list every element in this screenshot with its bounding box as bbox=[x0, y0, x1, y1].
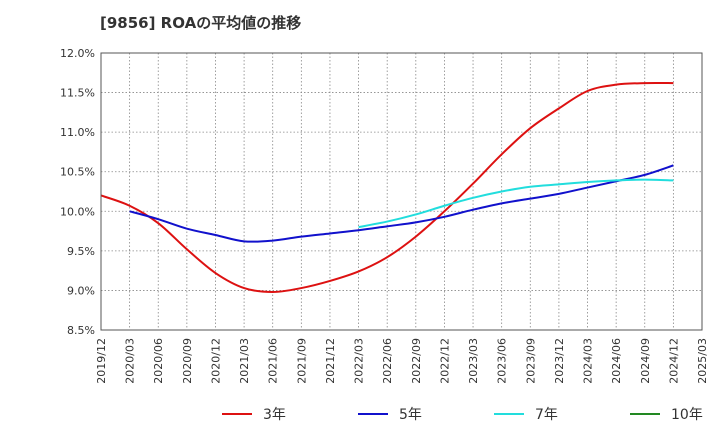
x-tick-label: 2021/03 bbox=[238, 338, 251, 384]
legend-label-3: 10年 bbox=[671, 407, 703, 423]
x-tick-label: 2020/12 bbox=[209, 338, 222, 384]
x-tick-label: 2020/09 bbox=[181, 338, 194, 384]
grid bbox=[101, 53, 702, 330]
y-tick-label: 11.0% bbox=[60, 126, 95, 139]
series-lines bbox=[100, 81, 674, 294]
legend-label-0: 3年 bbox=[263, 407, 286, 423]
x-tick-label: 2022/09 bbox=[410, 338, 423, 384]
x-tick-label: 2024/09 bbox=[639, 338, 652, 384]
x-tick-label: 2023/06 bbox=[496, 338, 509, 384]
legend-label-2: 7年 bbox=[535, 407, 558, 423]
x-tick-label: 2022/12 bbox=[438, 338, 451, 384]
x-tick-label: 2021/12 bbox=[324, 338, 337, 384]
y-tick-label: 10.0% bbox=[60, 205, 95, 218]
plot-frame bbox=[100, 52, 703, 331]
x-tick-label: 2020/03 bbox=[124, 338, 137, 384]
y-tick-label: 9.5% bbox=[67, 245, 95, 258]
y-tick-label: 11.5% bbox=[60, 87, 95, 100]
x-tick-label: 2021/06 bbox=[267, 338, 280, 384]
y-tick-label: 12.0% bbox=[60, 47, 95, 60]
x-tick-label: 2022/06 bbox=[381, 338, 394, 384]
chart-title: [9856] ROAの平均値の推移 bbox=[100, 14, 302, 32]
y-tick-label: 10.5% bbox=[60, 166, 95, 179]
x-tick-label: 2023/03 bbox=[467, 338, 480, 384]
series-line-2 bbox=[358, 178, 674, 229]
x-axis-ticks: 2019/12 2020/03 2020/06 2020/09 2020/12 2021/… bbox=[95, 338, 709, 384]
x-tick-label: 2025/03 bbox=[696, 338, 709, 384]
x-tick-label: 2020/06 bbox=[152, 338, 165, 384]
legend-label-1: 5年 bbox=[399, 407, 422, 423]
y-tick-label: 8.5% bbox=[67, 324, 95, 337]
x-tick-label: 2024/12 bbox=[667, 338, 680, 384]
y-tick-label: 9.0% bbox=[67, 284, 95, 297]
x-tick-label: 2021/09 bbox=[295, 338, 308, 384]
x-tick-label: 2024/03 bbox=[582, 338, 595, 384]
x-tick-label: 2022/03 bbox=[353, 338, 366, 384]
series-line-0 bbox=[100, 81, 674, 294]
x-tick-label: 2023/12 bbox=[553, 338, 566, 384]
legend: 3年 5年 7年 10年 bbox=[222, 407, 703, 423]
series-line-1 bbox=[129, 164, 674, 243]
x-tick-label: 2019/12 bbox=[95, 338, 108, 384]
x-tick-label: 2024/06 bbox=[610, 338, 623, 384]
x-tick-label: 2023/09 bbox=[524, 338, 537, 384]
y-axis-ticks: 8.5% 9.0% 9.5% 10.0% 10.5% 11.0% 11.5% 12.0% bbox=[60, 47, 95, 337]
